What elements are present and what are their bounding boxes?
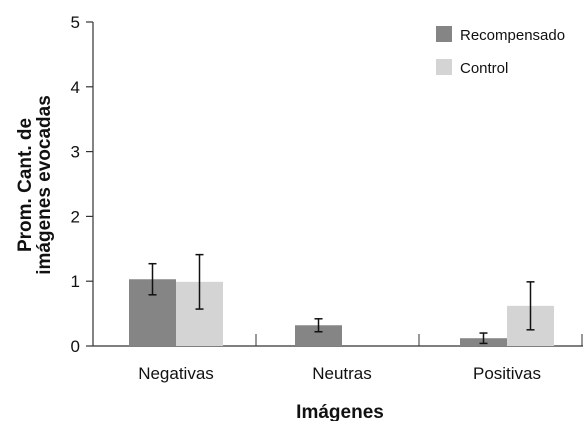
x-category-label: Negativas (138, 364, 214, 383)
y-axis: 0 1 2 3 4 5 (71, 13, 94, 356)
y-tick-label: 4 (71, 78, 80, 97)
x-axis-title: Imágenes (296, 402, 384, 421)
legend-swatch-recompensado (436, 26, 452, 42)
y-tick-label: 5 (71, 13, 80, 32)
legend-label-control: Control (460, 60, 508, 77)
y-axis-title: Prom. Cant. de imágenes evocadas (15, 95, 55, 275)
legend-label-recompensado: Recompensado (460, 27, 565, 44)
y-tick-label: 1 (71, 272, 80, 291)
legend: Recompensado Control (436, 26, 565, 77)
category-labels: Negativas Neutras Positivas (138, 364, 541, 383)
error-bar (479, 332, 488, 345)
y-tick-label: 2 (71, 207, 80, 226)
y-tick-label: 0 (71, 337, 80, 356)
x-category-label: Positivas (473, 364, 541, 383)
y-axis-title-line-1: Prom. Cant. de (15, 118, 36, 252)
legend-swatch-control (436, 59, 452, 75)
error-bar (526, 281, 535, 331)
bars (129, 279, 554, 346)
error-bar (148, 262, 157, 296)
error-bars (148, 253, 535, 345)
error-bar (314, 318, 323, 333)
y-tick-label: 3 (71, 143, 80, 162)
x-category-label: Neutras (312, 364, 372, 383)
y-axis-title-line-2: imágenes evocadas (34, 95, 55, 275)
bar-recompensado-neutras (295, 325, 342, 346)
error-bar (195, 253, 204, 310)
